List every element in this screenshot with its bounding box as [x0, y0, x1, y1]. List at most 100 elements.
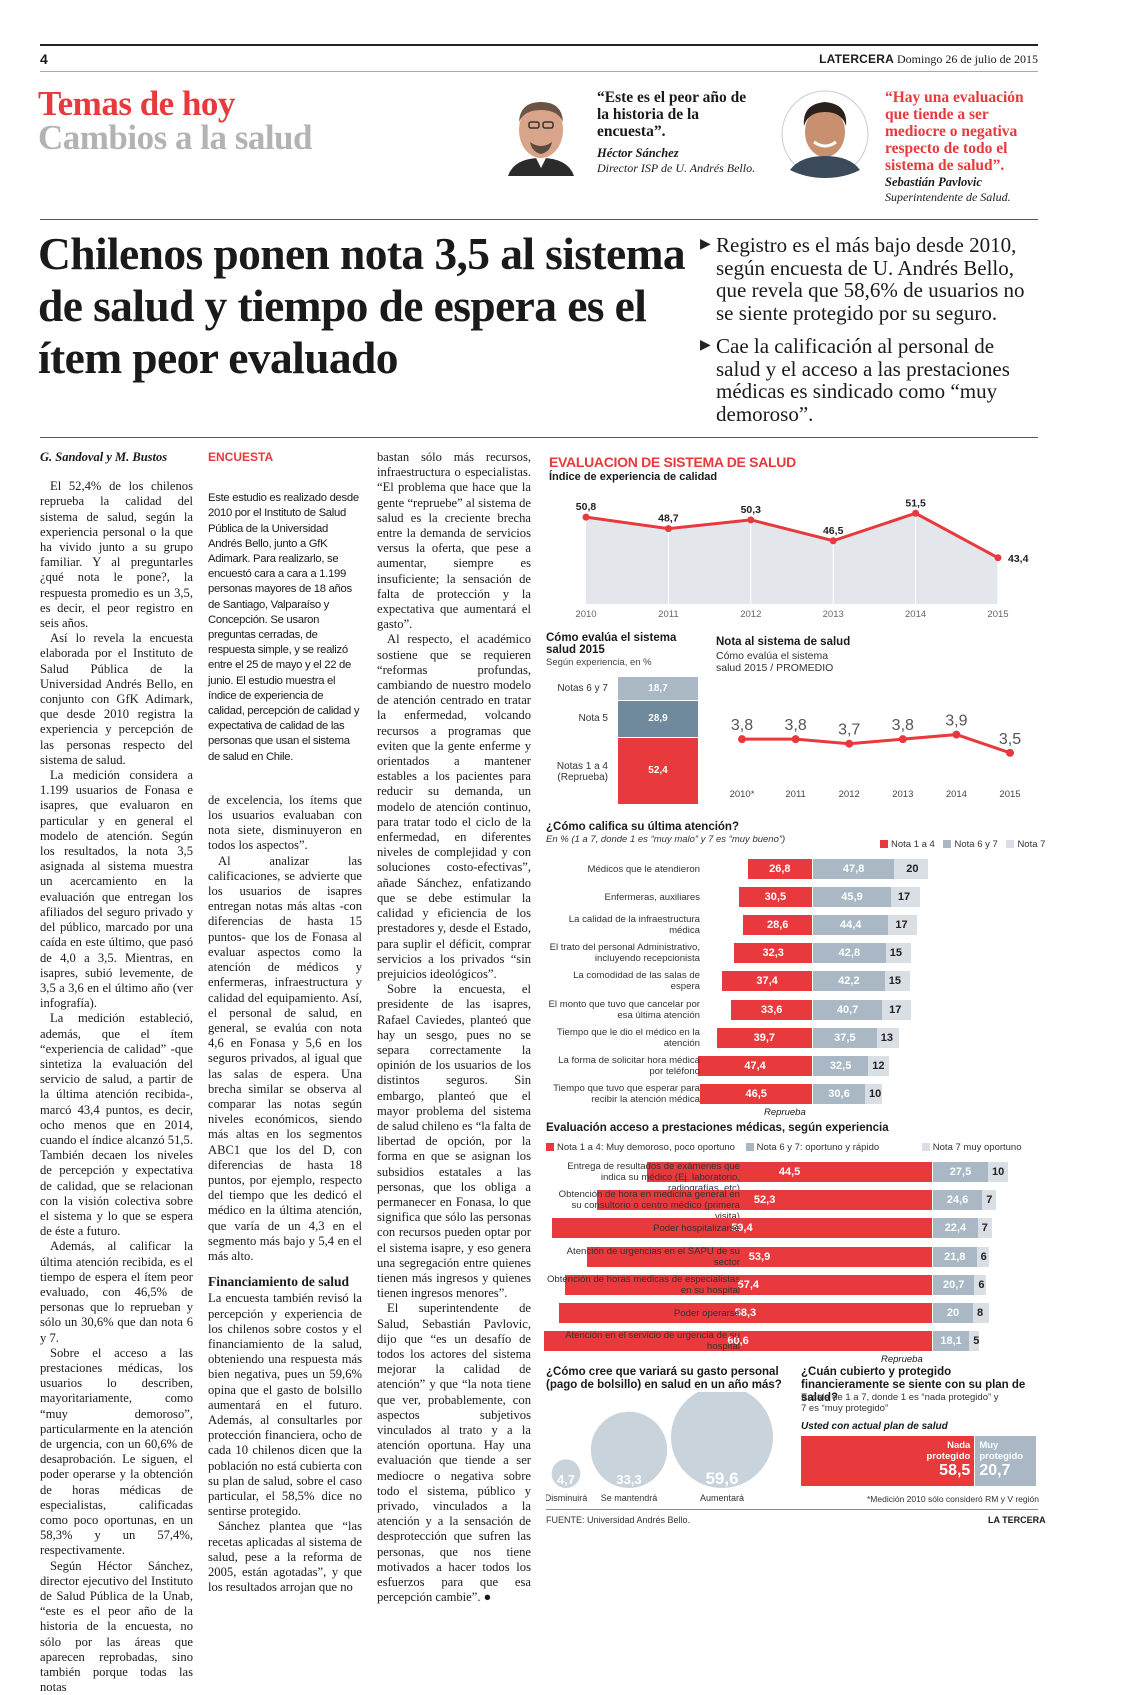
paragraph: La encuesta también revisó la percepción… — [208, 1291, 362, 1519]
chart6-bubble — [671, 1392, 773, 1488]
triangle-bullet-icon: ▶ — [700, 338, 711, 353]
chart4-bar-nota-7: 10 — [865, 1083, 883, 1104]
chart6-bubble — [551, 1459, 581, 1488]
chart1-series-line — [585, 511, 999, 560]
chart5-bar-reprueba: 58,3 — [558, 1303, 932, 1323]
chart4-category-label: Tiempo que tuvo que esperar para recibir… — [553, 1082, 700, 1105]
chart3-tick-label: 2013 — [892, 789, 913, 800]
paragraph: La medición considera a 1.199 usuarios d… — [40, 768, 193, 1011]
portrait-hector-sanchez — [500, 92, 582, 176]
chart5-category-label: Obtención de hora en medicina general en… — [558, 1189, 740, 1223]
chart2-segment: 28,9 — [618, 700, 698, 737]
chart1-point — [747, 516, 755, 524]
chart5-bar-reprueba: 57,4 — [564, 1274, 932, 1295]
chart4-bar-nota-6-7: 47,8 — [813, 859, 895, 879]
chart4-bar-nota-7: 17 — [891, 887, 920, 908]
quote-2-text: “Hay una evaluación que tiende a ser med… — [885, 89, 1024, 174]
chart3-tick-label: 2010* — [730, 789, 755, 800]
chart5-category-label: Obtención de horas medicas de especialis… — [546, 1273, 740, 1296]
chart1-tick-label: 2012 — [740, 609, 761, 620]
chart5-title: Evaluación acceso a prestaciones médicas… — [546, 1122, 889, 1134]
paragraph: La medición estableció, además, que el í… — [40, 1011, 193, 1239]
chart4-category-label: La forma de solicitar hora médica por te… — [558, 1054, 700, 1077]
legend-swatch-grey — [943, 840, 952, 849]
chart5-bar-reprueba: 44,5 — [647, 1162, 932, 1182]
chart1-value-label: 51,5 — [905, 497, 926, 509]
masthead: LATERCERA Domingo 26 de julio de 2015 — [819, 52, 1038, 67]
chart5-bar-nota-7: 7 — [982, 1190, 997, 1211]
footer-note: *Medición 2010 sólo consideró RM y V reg… — [867, 1494, 1039, 1504]
chart5-axis-label: Reprueba — [881, 1354, 923, 1365]
chart1-value-label: 46,5 — [823, 525, 844, 537]
chart6-value-label: 33,3 — [616, 1472, 641, 1487]
chart6-value-label: 59,6 — [705, 1469, 738, 1488]
chart5-category-label: Atención de urgencias en el SAPU de su s… — [566, 1245, 740, 1268]
chart1-title: EVALUACION DE SISTEMA DE SALUD — [549, 454, 796, 470]
chart4-bar-nota-6-7: 37,5 — [813, 1027, 877, 1048]
portrait-sebastian-pavlovic — [780, 90, 870, 178]
chart5-bar-nota-7: 6 — [974, 1274, 987, 1295]
chart4-category-label: La comodidad de las salas de espera — [573, 970, 700, 993]
chart2-category-label: Notas 6 y 7 — [557, 682, 608, 694]
chart3-point — [952, 730, 961, 739]
chart5-bar-reprueba: 53,9 — [587, 1246, 932, 1267]
chart4-category-label: Tiempo que le dio el médico en la atenci… — [556, 1026, 700, 1049]
chart5-legend: Nota 1 a 4: Muy demoroso, poco oportuno … — [546, 1142, 1036, 1153]
legend-swatch-light — [1006, 840, 1015, 849]
chart4-bar-reprueba: 46,5 — [700, 1083, 812, 1104]
chart1-point — [829, 537, 837, 545]
chart3-point — [898, 735, 907, 744]
chart6-category-label: Se mantendrá — [601, 1493, 658, 1503]
chart6-category-label: Aumentará — [700, 1493, 744, 1503]
chart3-value-label: 3,9 — [945, 713, 967, 730]
chart4-bar-nota-7: 17 — [888, 915, 918, 936]
chart4-bar-nota-7: 12 — [868, 1055, 889, 1076]
chart6-bubble — [590, 1411, 668, 1488]
legend-swatch-red — [880, 840, 888, 849]
chart3-point — [1006, 748, 1014, 757]
paragraph: Sobre el acceso a las prestaciones médic… — [40, 1345, 193, 1558]
chart4-bar-reprueba: 28,6 — [743, 915, 812, 936]
chart4-bar-nota-7: 17 — [882, 999, 912, 1020]
chart3-point — [845, 739, 854, 748]
chart4-bar-nota-6-7: 40,7 — [813, 999, 883, 1020]
chart4-bar-nota-6-7: 42,8 — [813, 943, 886, 964]
chart4-legend: Nota 1 a 4 Nota 6 y 7 Nota 7 — [880, 839, 1045, 850]
chart5-bar-nota-6-7: 21,8 — [933, 1246, 977, 1267]
chart3-point — [791, 735, 800, 744]
chart5-bar-nota-6-7: 20,7 — [933, 1274, 975, 1295]
chart2-category-label: Notas 1 a 4 (Reprueba) — [556, 761, 608, 784]
chart4-bar-reprueba: 32,3 — [734, 943, 812, 964]
chart2-category-label: Nota 5 — [578, 713, 608, 725]
chart6-value-label: 4,7 — [557, 1472, 575, 1487]
chart7-category-label: Nada protegido — [926, 1440, 971, 1462]
chart5-bar-reprueba: 59,4 — [551, 1218, 932, 1239]
chart7-bar-segment: Nada protegido 58,5 — [801, 1436, 975, 1486]
legend-swatch-light — [921, 1143, 930, 1152]
chart3-subtitle: Cómo evalúa el sistema salud 2015 / PROM… — [716, 650, 834, 674]
chart7-category-label: Muy protegido — [979, 1440, 1024, 1462]
chart4-category-label: Médicos que le atendieron — [587, 864, 700, 875]
chart1-value-label: 48,7 — [658, 513, 679, 525]
chart2-title: Cómo evalúa el sistema salud 2015 — [546, 632, 677, 656]
chart4-bar-nota-7: 15 — [884, 971, 911, 992]
chart4-bar-reprueba: 47,4 — [698, 1055, 812, 1076]
chart4-bar-nota-6-7: 45,9 — [813, 887, 892, 908]
quote-1-name: Héctor Sánchez — [597, 146, 679, 160]
chart5-bar-nota-6-7: 27,5 — [933, 1162, 988, 1182]
chart1-value-label: 43,4 — [1008, 553, 1029, 565]
quote-1-role: Director ISP de U. Andrés Bello. — [597, 161, 756, 175]
deck-2: ▶ Cae la calificación al personal de sal… — [700, 334, 1010, 426]
section-title: Temas de hoy — [38, 84, 235, 123]
masthead-brand: LATERCERA — [819, 52, 894, 66]
chart1-value-label: 50,3 — [741, 504, 762, 516]
chart5-bar-nota-6-7: 24,6 — [933, 1190, 983, 1211]
chart5-bar-nota-6-7: 20 — [933, 1303, 973, 1323]
chart4-category-label: La calidad de la infraestructura médica — [568, 914, 700, 937]
chart6-title: ¿Cómo cree que variará su gasto personal… — [546, 1366, 782, 1391]
subheading: Financiamiento de salud — [208, 1274, 350, 1290]
chart6-bubbles-svg: 4,7 Disminuirá 33,3 Se mantendrá 59,6 Aumenta… — [546, 1392, 773, 1503]
chart1-area — [586, 513, 998, 604]
chart4-bar-reprueba: 33,6 — [731, 999, 812, 1020]
chart5-bar-nota-6-7: 22,4 — [933, 1218, 978, 1239]
